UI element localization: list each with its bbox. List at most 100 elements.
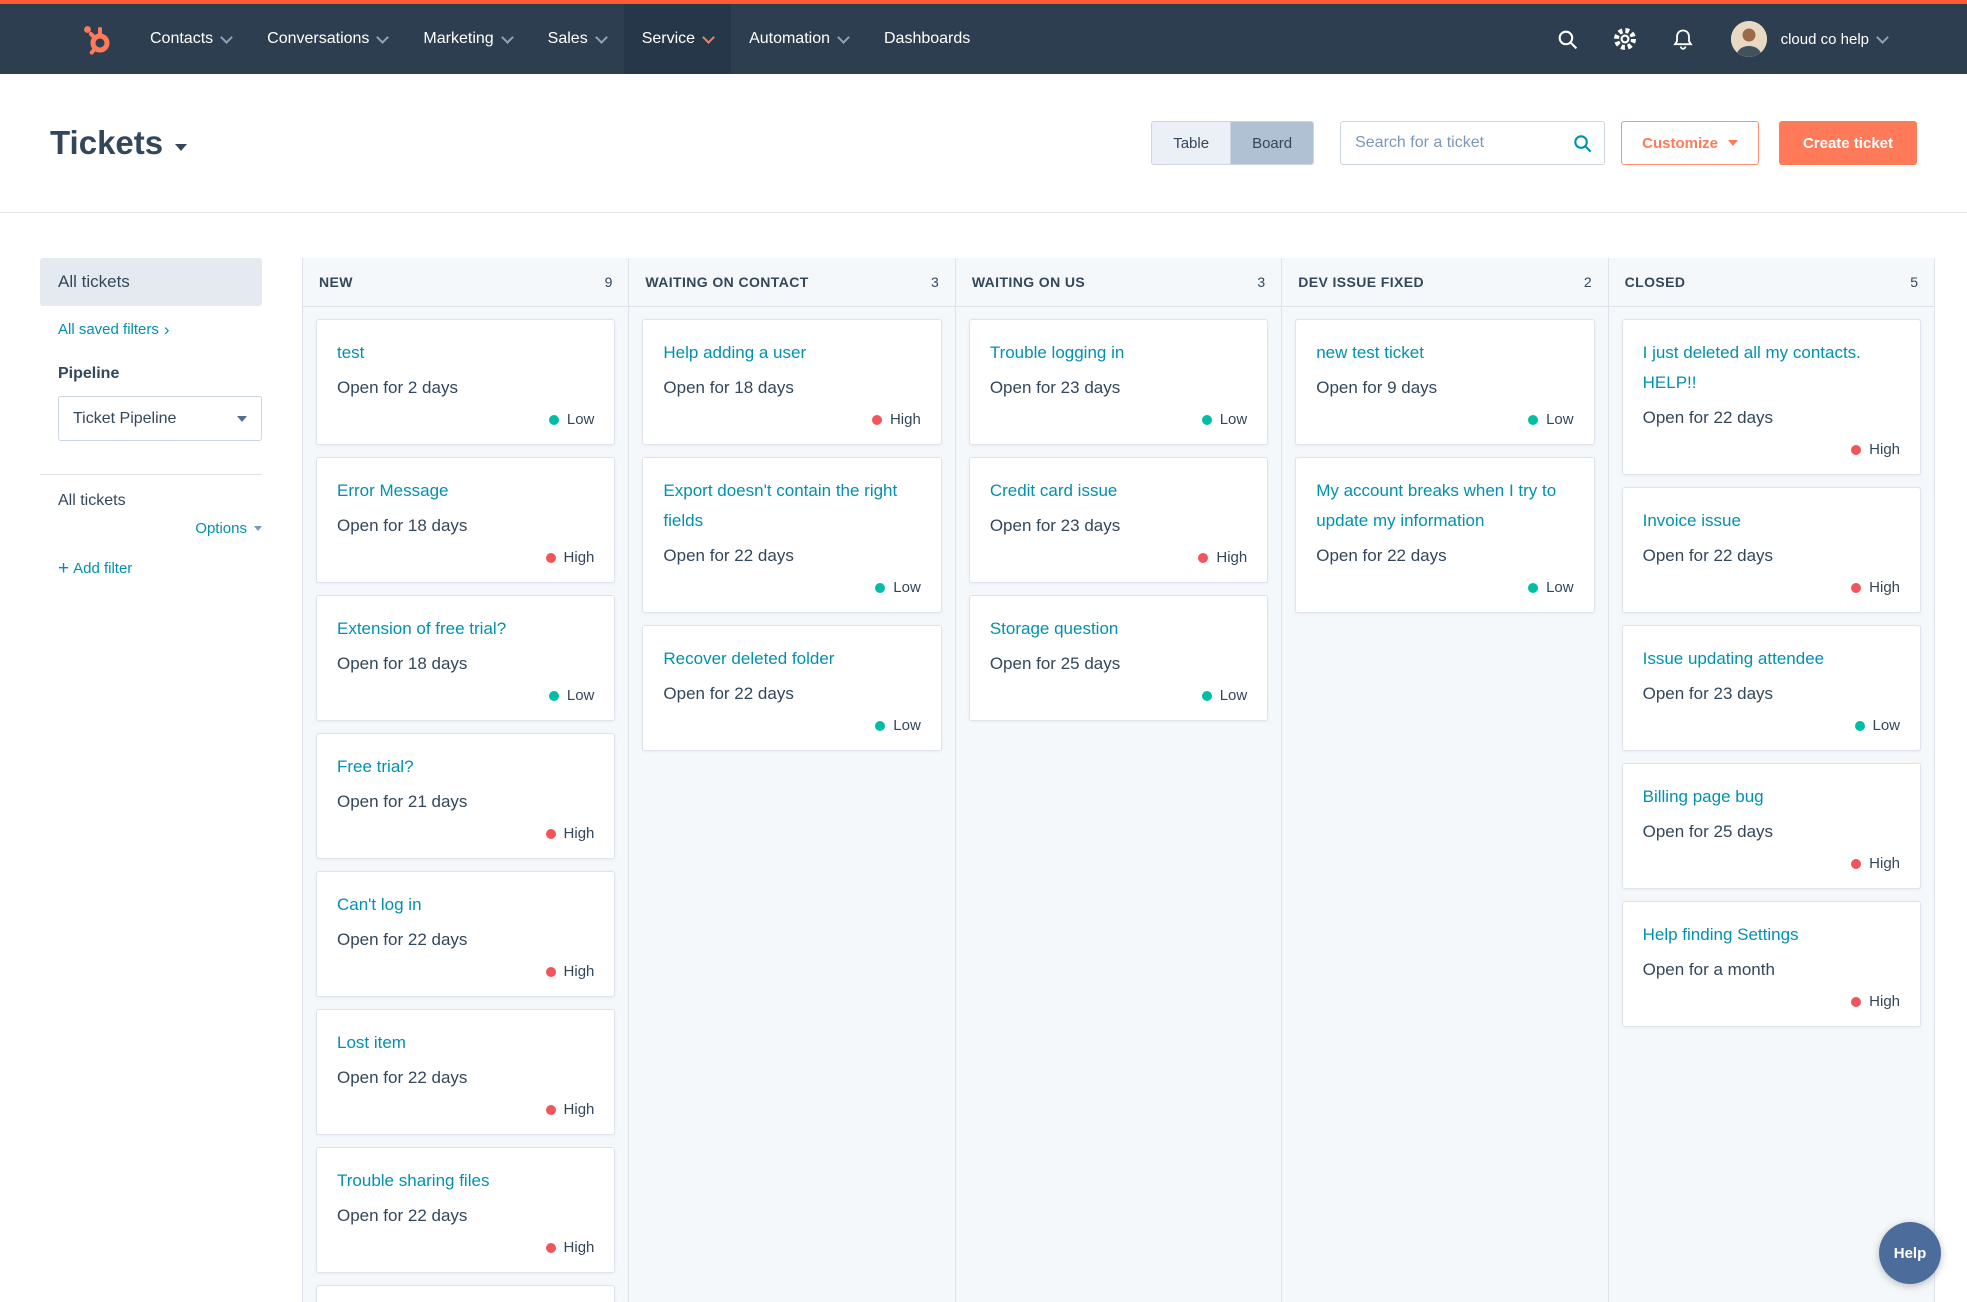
ticket-card[interactable]: Help adding a user Open for 18 days High	[642, 319, 942, 445]
ticket-card[interactable]: Help finding Settings Open for a month H…	[1621, 901, 1922, 1027]
ticket-card[interactable]: test Open for 2 days Low	[316, 319, 616, 445]
ticket-title-link[interactable]: Error Message	[337, 481, 449, 500]
ticket-card[interactable]: Can't log in Open for 22 days High	[316, 871, 616, 997]
ticket-title-link[interactable]: Lost item	[337, 1033, 406, 1052]
add-filter-link[interactable]: + Add filter	[58, 558, 133, 579]
pipeline-select-value: Ticket Pipeline	[73, 409, 177, 427]
priority-dot	[1854, 720, 1865, 731]
nav-item[interactable]: Sales	[530, 4, 624, 74]
priority-dot	[545, 1104, 556, 1115]
column-title: DEV ISSUE FIXED	[1298, 274, 1425, 290]
ticket-title-link[interactable]: Export doesn't contain the right fields	[663, 481, 898, 530]
table-view-button[interactable]: Table	[1152, 122, 1231, 164]
ticket-title-link[interactable]: Extension of free trial?	[337, 619, 507, 638]
page-header: Tickets Table Board Customize Create tic…	[0, 74, 1967, 213]
ticket-priority: High	[337, 825, 594, 842]
options-dropdown[interactable]: Options	[195, 520, 262, 537]
priority-dot	[548, 690, 559, 701]
ticket-card[interactable]: I just deleted all my contacts. HELP!! O…	[1621, 319, 1922, 475]
priority-dot	[1528, 582, 1539, 593]
saved-filters-link[interactable]: All saved filters ›	[58, 320, 170, 339]
ticket-title-link[interactable]: new test ticket	[1316, 343, 1424, 362]
board-column: DEV ISSUE FIXED 2 new test ticket Open f…	[1282, 258, 1609, 1302]
pipeline-select[interactable]: Ticket Pipeline	[58, 396, 262, 441]
ticket-card[interactable]: My account breaks when I try to update m…	[1295, 457, 1595, 613]
create-ticket-button[interactable]: Create ticket	[1778, 121, 1917, 165]
ticket-title-link[interactable]: Invoice issue	[1642, 511, 1741, 530]
ticket-title-link[interactable]: Issue updating attendee	[1642, 649, 1825, 668]
ticket-title-link[interactable]: Trouble logging in	[989, 343, 1125, 362]
ticket-card[interactable]: Lost item Open for 22 days High	[316, 1009, 616, 1135]
nav-item[interactable]: Dashboards	[866, 4, 988, 74]
priority-label: High	[563, 549, 595, 566]
search-input[interactable]	[1340, 121, 1606, 165]
ticket-title-link[interactable]: Free trial?	[337, 757, 414, 776]
nav-item[interactable]: Conversations	[249, 4, 405, 74]
ticket-card[interactable]: Billing page bug Open for 25 days High	[1621, 763, 1922, 889]
priority-dot	[548, 414, 559, 425]
ticket-age: Open for 22 days	[337, 1068, 468, 1087]
ticket-card[interactable]: Storage question Open for 25 days Low	[968, 595, 1269, 721]
priority-label: Low	[893, 717, 921, 734]
nav-item[interactable]: Marketing	[405, 4, 529, 74]
ticket-priority: Low	[663, 717, 921, 734]
ticket-priority: High	[1643, 993, 1900, 1010]
bell-icon[interactable]	[1671, 27, 1695, 51]
priority-dot	[1201, 690, 1212, 701]
nav-item[interactable]: Contacts	[132, 4, 249, 74]
sidebar-item-all-tickets[interactable]: All tickets	[40, 258, 262, 306]
ticket-card[interactable]: new test ticket Open for 9 days Low	[1295, 319, 1595, 445]
ticket-card[interactable]: Export doesn't contain the right fields …	[642, 457, 942, 613]
ticket-card[interactable]: Error Message Open for 18 days High	[316, 457, 616, 583]
ticket-title-link[interactable]: Billing page bug	[1642, 787, 1764, 806]
ticket-title-link[interactable]: Recover deleted folder	[663, 649, 835, 668]
ticket-board: NEW 9 test Open for 2 days Low	[302, 258, 1935, 1302]
account-menu[interactable]: cloud co help	[1781, 31, 1889, 48]
ticket-card[interactable]: Extension of free trial? Open for 18 day…	[316, 595, 616, 721]
ticket-card[interactable]: Recover deleted folder Open for 22 days …	[642, 625, 942, 751]
ticket-card[interactable]: Invoice issue Open for 22 days High	[1621, 487, 1922, 613]
search-icon[interactable]	[1556, 28, 1579, 51]
priority-label: High	[1869, 993, 1901, 1010]
hubspot-logo[interactable]	[80, 22, 114, 56]
ticket-title-link[interactable]: Credit card issue	[989, 481, 1118, 500]
column-title: CLOSED	[1624, 274, 1686, 290]
column-count: 9	[604, 274, 613, 290]
ticket-card[interactable]: Free trial? Open for 21 days High	[316, 733, 616, 859]
ticket-card[interactable]: Trouble sharing files Open for 22 days H…	[316, 1147, 616, 1273]
customize-button[interactable]: Customize	[1621, 121, 1759, 165]
gear-icon[interactable]	[1613, 27, 1637, 51]
ticket-title-link[interactable]: test	[337, 343, 365, 362]
ticket-title-link[interactable]: My account breaks when I try to update m…	[1316, 481, 1557, 530]
ticket-title-link[interactable]: Can't log in	[337, 895, 422, 914]
ticket-title-link[interactable]: Help finding Settings	[1642, 925, 1799, 944]
priority-dot	[875, 582, 886, 593]
ticket-title-link[interactable]: Help adding a user	[663, 343, 807, 362]
ticket-card[interactable]: Issue updating attendee Open for 23 days…	[1621, 625, 1922, 751]
ticket-card[interactable]: Trouble logging in Open for 23 days Low	[968, 319, 1269, 445]
priority-dot	[1851, 858, 1862, 869]
ticket-priority: Low	[337, 411, 594, 428]
priority-dot	[1201, 414, 1212, 425]
ticket-card[interactable]: Credit card issue Open for 23 days High	[968, 457, 1269, 583]
search-icon[interactable]	[1572, 133, 1593, 154]
priority-dot	[545, 1242, 556, 1253]
ticket-title-link[interactable]: I just deleted all my contacts. HELP!!	[1642, 343, 1861, 392]
ticket-priority: High	[337, 963, 594, 980]
nav-item[interactable]: Service	[623, 4, 732, 74]
priority-label: High	[1869, 441, 1901, 458]
priority-dot	[545, 966, 556, 977]
ticket-age: Open for 21 days	[337, 792, 468, 811]
filters-sidebar: All tickets All saved filters › Pipeline…	[0, 213, 302, 1302]
priority-label: High	[563, 963, 595, 980]
help-button[interactable]: Help	[1879, 1222, 1941, 1284]
avatar[interactable]	[1730, 21, 1767, 57]
ticket-priority: Low	[337, 687, 594, 704]
ticket-priority: Low	[1316, 579, 1574, 596]
ticket-title-link[interactable]: Trouble sharing files	[337, 1171, 490, 1190]
nav-item[interactable]: Automation	[731, 4, 866, 74]
board-view-button[interactable]: Board	[1230, 122, 1314, 164]
page-title-dropdown[interactable]: Tickets	[50, 124, 188, 162]
ticket-card[interactable]	[316, 1285, 616, 1302]
ticket-title-link[interactable]: Storage question	[989, 619, 1119, 638]
